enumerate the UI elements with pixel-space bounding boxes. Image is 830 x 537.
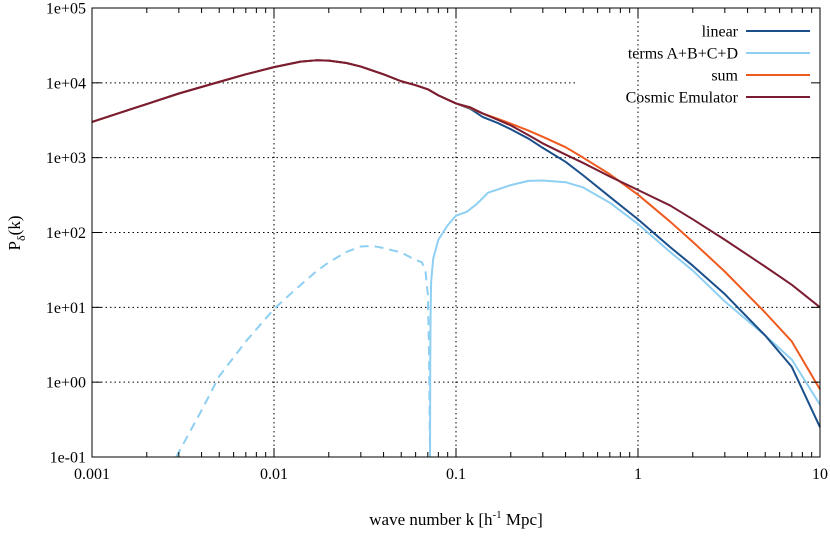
x-tick-label: 0.01: [260, 466, 288, 483]
y-tick-label: 1e+04: [46, 75, 86, 92]
series-layer: [91, 59, 821, 458]
y-tick-label: 1e-01: [50, 450, 86, 467]
x-axis-label-text: wave number k [h: [369, 510, 493, 529]
series-line-cosmic-emulator: [91, 59, 821, 309]
x-tick-label: 0.001: [74, 466, 110, 483]
legend-label-linear: linear: [702, 24, 739, 41]
legend: linear terms A+B+C+D sum Cosmic Emulator: [626, 24, 810, 107]
tick-layer: 0.001 0.01 0.1 1 10 1e-01 1e+00 1e+01 1e+02 1e+03…: [46, 1, 828, 484]
series-line-terms-a-b-c-d: [429, 179, 821, 458]
y-tick-label: 1e+01: [46, 300, 86, 317]
x-tick-label: 10: [812, 466, 828, 483]
y-tick-label: 1e+03: [46, 150, 86, 167]
series-line-terms-a-b-c-d-dashed: [175, 245, 432, 458]
y-axis-label-rest: (k): [5, 216, 24, 236]
y-axis-label: Pδ(k): [5, 216, 28, 251]
legend-label-sum: sum: [711, 68, 738, 85]
y-axis-label-main: P: [5, 241, 24, 250]
y-tick-label: 1e+00: [46, 375, 86, 392]
x-axis-label-superscript: -1: [492, 509, 501, 521]
legend-label-cosmic-emulator: Cosmic Emulator: [626, 90, 739, 107]
y-axis-label-subscript: δ: [14, 235, 28, 241]
grid-layer: [92, 8, 820, 457]
x-axis-label: wave number k [h-1 Mpc]: [369, 509, 542, 529]
y-tick-label: 1e+05: [46, 1, 86, 18]
legend-label-terms-a-b-c-d: terms A+B+C+D: [628, 46, 738, 63]
x-tick-label: 0.1: [446, 466, 466, 483]
x-axis-label-units: Mpc]: [502, 510, 543, 529]
y-tick-label: 1e+02: [46, 225, 86, 242]
x-tick-label: 1: [634, 466, 642, 483]
